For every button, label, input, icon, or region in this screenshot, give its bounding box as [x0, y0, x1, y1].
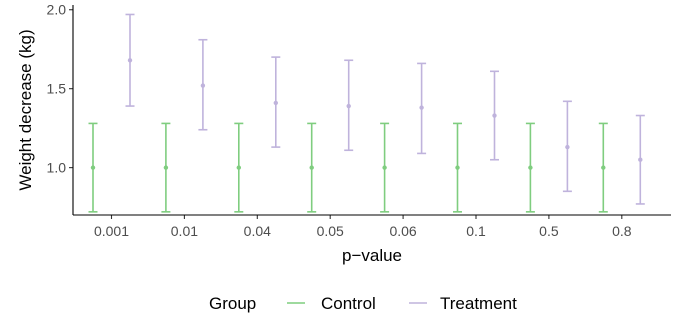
errorbar-control [598, 122, 608, 213]
y-axis-ticks: 1.0 1.5 2.0 [47, 2, 73, 176]
errorbar-control [380, 122, 390, 213]
point-control [163, 165, 169, 170]
y-axis-title: Weight decrease (kg) [16, 29, 35, 190]
point-control [455, 165, 460, 170]
point-treatment [273, 100, 278, 106]
point-control [601, 165, 606, 170]
legend-title: Group [209, 294, 256, 313]
x-tick-label: 0.06 [389, 223, 416, 239]
errorbar-treatment [271, 56, 281, 148]
errorbar-control [234, 122, 244, 213]
point-control [382, 165, 387, 170]
legend-items: Control Treatment [287, 294, 517, 313]
errorbar-control [88, 122, 98, 213]
point-treatment [638, 157, 643, 162]
point-treatment [127, 58, 133, 63]
errorbar-control [307, 122, 317, 213]
errorbar-control [453, 122, 462, 213]
point-control [309, 165, 314, 170]
x-tick-label: 0.1 [466, 223, 486, 239]
legend-label-treatment: Treatment [440, 294, 517, 313]
point-treatment [346, 103, 351, 109]
point-control [528, 165, 533, 170]
errorbar-treatment [344, 59, 354, 152]
x-tick-label: 0.001 [94, 223, 129, 239]
legend: Group Control Treatment [209, 294, 517, 313]
legend-label-control: Control [321, 294, 376, 313]
point-control [90, 165, 96, 170]
errorbar-treatment [198, 38, 208, 131]
x-axis-ticks: 0.001 0.01 0.04 0.05 0.06 0.1 0.5 0.8 [94, 215, 632, 239]
plot-marks [88, 13, 645, 213]
point-treatment [492, 113, 497, 118]
errorbar-treatment [417, 62, 427, 155]
point-treatment [200, 83, 206, 88]
y-tick-label: 2.0 [47, 2, 67, 18]
y-tick-label: 1.0 [47, 160, 67, 176]
errorbar-treatment [635, 114, 645, 205]
errorbar-treatment [125, 13, 135, 107]
x-tick-label: 0.8 [612, 223, 632, 239]
x-tick-label: 0.5 [539, 223, 559, 239]
x-axis-title: p−value [342, 246, 402, 265]
point-control [236, 165, 241, 170]
errorbar-treatment [490, 70, 499, 161]
errorbar-control [525, 122, 535, 213]
y-tick-label: 1.5 [47, 81, 67, 97]
errorbar-control [161, 122, 171, 213]
x-tick-label: 0.01 [171, 223, 198, 239]
x-tick-label: 0.05 [317, 223, 344, 239]
errorbar-treatment [562, 100, 572, 193]
point-treatment [565, 144, 570, 150]
x-tick-label: 0.04 [244, 223, 271, 239]
point-treatment [419, 105, 424, 110]
